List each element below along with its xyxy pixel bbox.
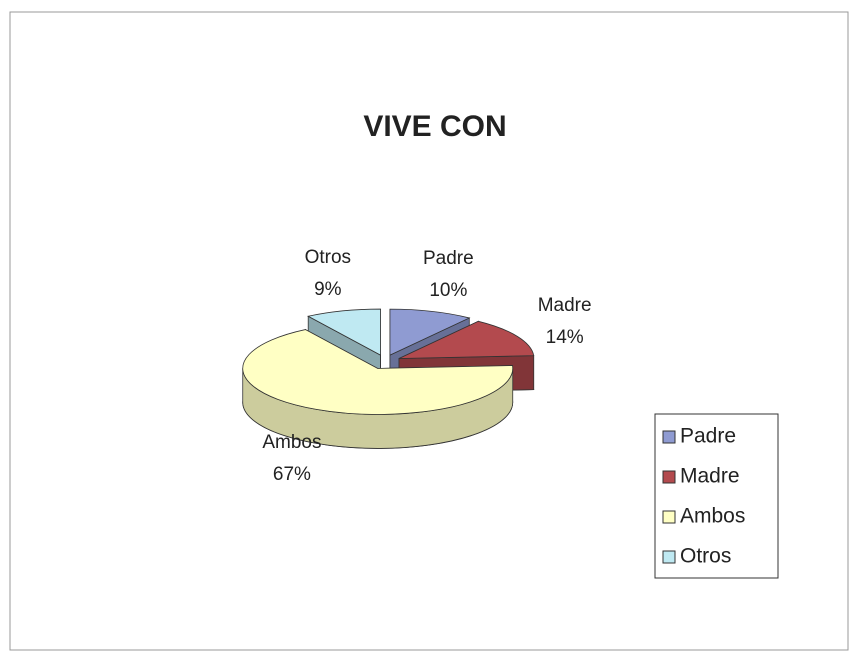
legend-swatch [662,470,676,484]
pie-slice [242,329,514,415]
pie-slice [389,308,471,356]
slice-category-label: Padre [423,248,474,269]
slice-value-label: 10% [429,280,467,301]
legend-label: Padre [680,425,736,448]
pie-slice [307,308,381,356]
legend-swatch [662,510,676,524]
slice [242,328,514,449]
slice-value-label: 14% [546,327,584,348]
legend-label: Madre [680,465,740,488]
slice-value-label: 67% [273,464,311,485]
pie-slice [398,320,535,359]
legend-label: Otros [680,545,731,568]
legend-swatch [662,550,676,564]
slice-category-label: Madre [538,295,592,316]
chart-title: VIVE CON [363,110,506,143]
slice-category-label: Otros [305,247,351,268]
slice-category-label: Ambos [262,432,321,453]
slice-value-label: 9% [314,279,342,300]
legend-swatch [662,430,676,444]
legend-label: Ambos [680,505,745,528]
